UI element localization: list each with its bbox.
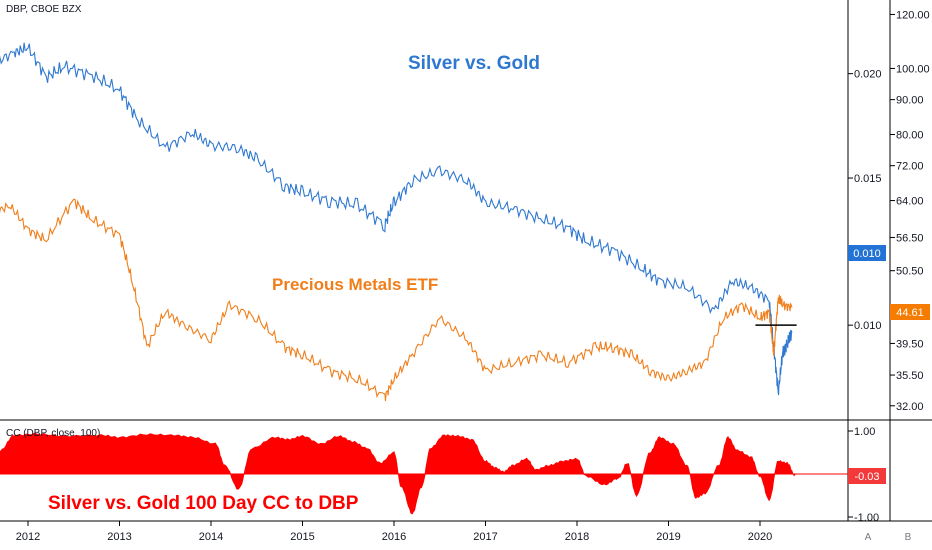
x-tick-label-2017: 2017 xyxy=(473,531,497,543)
y-right-tick-label-35.50: 35.50 xyxy=(896,370,924,382)
axis-layer: 2012 2013 2014 2015 2016 2017 2018 2019 2020 0.01… xyxy=(16,9,930,543)
y-right-tick-label-90.00: 90.00 xyxy=(896,95,924,107)
x-tick-label-2012: 2012 xyxy=(16,531,40,543)
ratio-value-badge: 0.010 xyxy=(848,245,886,261)
y-right-tick-label-56.50: 56.50 xyxy=(896,232,924,244)
y-left-tick-label-0.01: 0.010 xyxy=(854,320,882,332)
cc-tick-label-1.00: 1.00 xyxy=(854,426,875,438)
svg-text:44.61: 44.61 xyxy=(896,307,924,319)
auto-scale-button[interactable]: A xyxy=(865,532,872,543)
y-right-tick-label-100.00: 100.00 xyxy=(896,63,930,75)
series-layer xyxy=(0,42,793,402)
annotation-dbp: Precious Metals ETF xyxy=(272,275,438,294)
dbp-series-line xyxy=(0,198,793,402)
brush-button[interactable]: B xyxy=(905,532,912,543)
x-tick-label-2013: 2013 xyxy=(107,531,131,543)
dbp-value-badge: 44.61 xyxy=(890,304,930,320)
cc-tick-label--1.00: -1.00 xyxy=(854,512,879,524)
y-right-tick-label-64.00: 64.00 xyxy=(896,196,924,208)
ratio-series-line xyxy=(0,42,793,396)
symbol-label: DBP, CBOE BZX xyxy=(6,4,82,15)
svg-text:0.010: 0.010 xyxy=(853,248,881,260)
y-right-tick-label-72.00: 72.00 xyxy=(896,161,924,173)
x-tick-label-2020: 2020 xyxy=(748,531,772,543)
x-tick-label-2014: 2014 xyxy=(199,531,223,543)
x-tick-label-2015: 2015 xyxy=(290,531,314,543)
y-left-tick-label-0.015: 0.015 xyxy=(854,173,882,185)
y-left-tick-label-0.02: 0.020 xyxy=(854,69,882,81)
x-tick-label-2018: 2018 xyxy=(565,531,589,543)
x-tick-label-2016: 2016 xyxy=(382,531,406,543)
annotation-silver-gold: Silver vs. Gold xyxy=(408,53,540,74)
annotation-cc: Silver vs. Gold 100 Day CC to DBP xyxy=(48,493,359,514)
y-right-tick-label-39.50: 39.50 xyxy=(896,338,924,350)
y-right-tick-label-32.00: 32.00 xyxy=(896,401,924,413)
svg-text:-0.03: -0.03 xyxy=(854,471,879,483)
indicator-label: CC (DBP, close, 100) xyxy=(6,428,100,439)
cc-value-badge: -0.03 xyxy=(848,468,886,484)
y-right-tick-label-120.00: 120.00 xyxy=(896,9,930,21)
y-right-tick-label-50.50: 50.50 xyxy=(896,266,924,278)
cc-area-layer xyxy=(0,432,848,515)
y-right-tick-label-80.00: 80.00 xyxy=(896,129,924,141)
x-tick-label-2019: 2019 xyxy=(656,531,680,543)
